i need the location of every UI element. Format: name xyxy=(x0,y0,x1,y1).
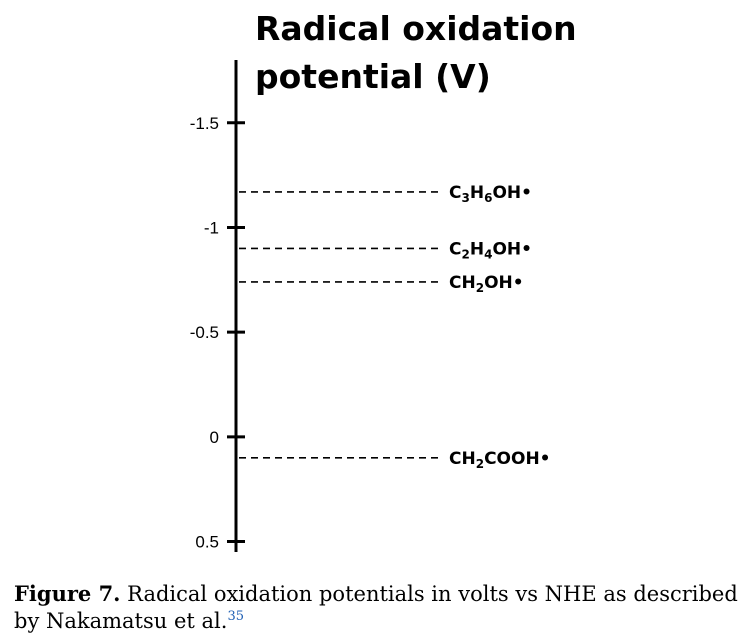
chart: Radical oxidation potential (V) -1.5 -1 -0.… xyxy=(190,9,577,552)
label-subscript: 2 xyxy=(476,457,484,471)
data-point-label: CH2OH• xyxy=(449,273,524,295)
y-tick-label: -1.5 xyxy=(190,114,219,133)
label-text: CH xyxy=(449,449,476,469)
y-tick-label: 0.5 xyxy=(195,533,219,552)
label-subscript: 3 xyxy=(461,191,469,205)
y-tick-label: -1 xyxy=(204,218,219,237)
label-subscript: 2 xyxy=(461,247,469,261)
figure-caption: Figure 7. Radical oxidation potentials i… xyxy=(14,580,744,635)
data-series: C3H6OH•C2H4OH•CH2OH•CH2COOH• xyxy=(239,183,551,471)
data-point-label: C3H6OH• xyxy=(449,183,532,205)
label-text: OH• xyxy=(492,183,532,203)
label-text: CH xyxy=(449,273,476,293)
label-text: H xyxy=(470,183,484,203)
figure-label: Figure 7. xyxy=(14,581,121,606)
y-tick-label: -0.5 xyxy=(190,323,219,342)
label-text: COOH• xyxy=(484,449,550,469)
label-subscript: 4 xyxy=(484,247,492,261)
label-subscript: 2 xyxy=(476,281,484,295)
chart-title: Radical oxidation potential (V) xyxy=(255,9,577,96)
label-text: OH• xyxy=(492,239,532,259)
chart-title-line: Radical oxidation xyxy=(255,9,577,48)
y-axis-ticks: -1.5 -1 -0.5 0 0.5 xyxy=(190,114,245,552)
label-text: H xyxy=(470,239,484,259)
y-tick-label: 0 xyxy=(210,428,219,447)
label-text: C xyxy=(449,183,461,203)
label-text: OH• xyxy=(484,273,524,293)
caption-text: Radical oxidation potentials in volts vs… xyxy=(14,582,738,633)
label-subscript: 6 xyxy=(484,191,492,205)
data-point-label: C2H4OH• xyxy=(449,239,532,261)
chart-title-line: potential (V) xyxy=(255,57,491,96)
caption-reference: 35 xyxy=(227,609,244,624)
data-point-label: CH2COOH• xyxy=(449,449,551,471)
label-text: C xyxy=(449,239,461,259)
